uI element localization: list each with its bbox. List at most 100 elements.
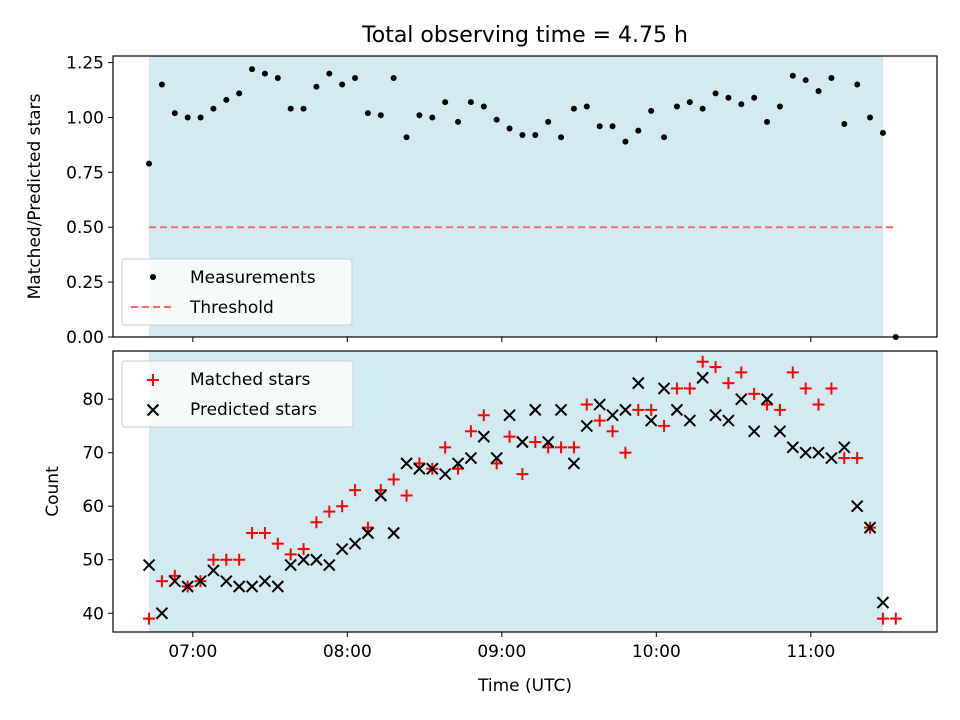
matched-star-point (696, 355, 709, 368)
matched-star-point (825, 382, 838, 395)
predicted-star-point (529, 403, 542, 417)
x-tick-label: 09:00 (477, 642, 526, 662)
y-ticks-top: 0.00 0.25 0.50 0.75 1.00 1.25 (66, 54, 113, 348)
matched-star-point (658, 419, 671, 432)
matched-star-point (220, 553, 233, 566)
predicted-star-point (554, 403, 568, 417)
measurement-point (854, 81, 861, 88)
predicted-star-point (683, 414, 697, 427)
y-tick-label: 1.25 (66, 54, 104, 74)
matched-star-point (735, 366, 748, 379)
measurement-point (403, 134, 410, 141)
legend-matched-marker (147, 374, 159, 386)
measurement-point (364, 110, 371, 117)
measurement-points (146, 66, 899, 340)
measurement-point (274, 74, 281, 81)
predicted-star-point (644, 414, 658, 427)
matched-star-point (876, 612, 889, 625)
predicted-star-point (220, 574, 233, 588)
matched-star-point (786, 366, 799, 379)
figure-title: Total observing time = 4.75 h (361, 23, 688, 48)
predicted-star-point (760, 392, 774, 406)
measurement-point (802, 77, 809, 84)
matched-star-point (143, 612, 156, 625)
matched-star-point (400, 489, 413, 502)
predicted-star-point (632, 376, 645, 390)
measurement-point (673, 103, 680, 110)
predicted-star-point (310, 553, 323, 566)
x-ticks-bottom: 07:00 08:00 09:00 10:00 11:00 (168, 632, 835, 662)
predicted-star-point (773, 425, 787, 438)
measurement-point (236, 90, 243, 97)
matched-star-point (606, 425, 619, 438)
predicted-star-point (232, 580, 246, 593)
measurement-point (661, 134, 668, 141)
y-tick-label: 1.00 (66, 108, 104, 128)
legend-predicted-marker (146, 403, 160, 417)
matched-star-point (619, 446, 632, 459)
legend-plus-marker (147, 374, 159, 386)
measurement-point (545, 118, 552, 125)
matched-star-point (709, 361, 722, 374)
predicted-star-point (348, 537, 362, 550)
y-axis-label-bottom: Count (43, 466, 63, 517)
x-axis-label: Time (UTC) (477, 676, 572, 696)
matched-star-point (567, 441, 580, 454)
predicted-star-point (194, 574, 207, 588)
predicted-star-point (284, 558, 297, 572)
matched-star-point (323, 505, 336, 518)
legend-box (121, 360, 354, 428)
matched-star-point (297, 543, 310, 556)
x-ticks-top (192, 337, 812, 342)
predicted-star-point (142, 558, 156, 572)
measurement-point (570, 105, 577, 112)
predicted-star-point (258, 574, 272, 588)
predicted-star-point (735, 392, 748, 406)
measurement-point (648, 107, 655, 114)
predicted-star-point (464, 451, 478, 465)
measurement-point (867, 114, 874, 121)
y-tick-label: 0.00 (66, 328, 104, 348)
measurement-point (416, 112, 423, 119)
predicted-star-point (503, 409, 516, 422)
matched-star-point (516, 468, 529, 481)
predicted-star-point (413, 462, 426, 475)
predicted-star-point (709, 409, 722, 422)
predicted-star-point (799, 446, 812, 459)
predicted-star-point (438, 467, 452, 481)
measurement-point (390, 74, 397, 81)
predicted-star-point (696, 371, 709, 384)
predicted-star-point (670, 403, 684, 417)
matched-star-point (207, 553, 220, 566)
measurement-point (532, 132, 539, 139)
measurement-point (287, 105, 294, 112)
measurement-point (841, 121, 848, 128)
matched-star-point (593, 414, 606, 427)
measurement-point (429, 114, 436, 121)
predicted-star-point (786, 441, 800, 454)
matched-star-point (889, 612, 902, 625)
predicted-star-point (297, 553, 310, 566)
y-ticks-bottom: 40 50 60 70 80 (82, 390, 113, 624)
predicted-star-point (387, 526, 400, 540)
y-axis-label-top: Matched/Predicted stars (25, 93, 45, 299)
y-tick-label: 50 (82, 551, 104, 571)
measurement-point (223, 96, 230, 103)
count-panel: 40 50 60 70 80 07:00 08:00 09:00 10:00 11:00 Cou… (43, 350, 938, 696)
bottom-axes-frame (112, 350, 938, 633)
measurement-point (326, 70, 333, 77)
top-axes-frame (112, 55, 938, 338)
matched-star-point (812, 398, 825, 411)
predicted-star-point (567, 457, 581, 470)
legend-measurements-label: Measurements (190, 268, 316, 288)
legend-top: Measurements Threshold (121, 258, 353, 326)
ratio-panel: 0.00 0.25 0.50 0.75 1.00 1.25 Matched/Predict… (25, 54, 938, 348)
predicted-star-point (181, 580, 194, 593)
count-points (142, 355, 902, 625)
predicted-star-point (361, 526, 375, 540)
predicted-star-point (593, 398, 606, 411)
predicted-star-point (335, 542, 349, 556)
predicted-star-point (657, 382, 671, 395)
y-tick-label: 0.50 (66, 218, 104, 238)
measurement-point (455, 118, 462, 125)
